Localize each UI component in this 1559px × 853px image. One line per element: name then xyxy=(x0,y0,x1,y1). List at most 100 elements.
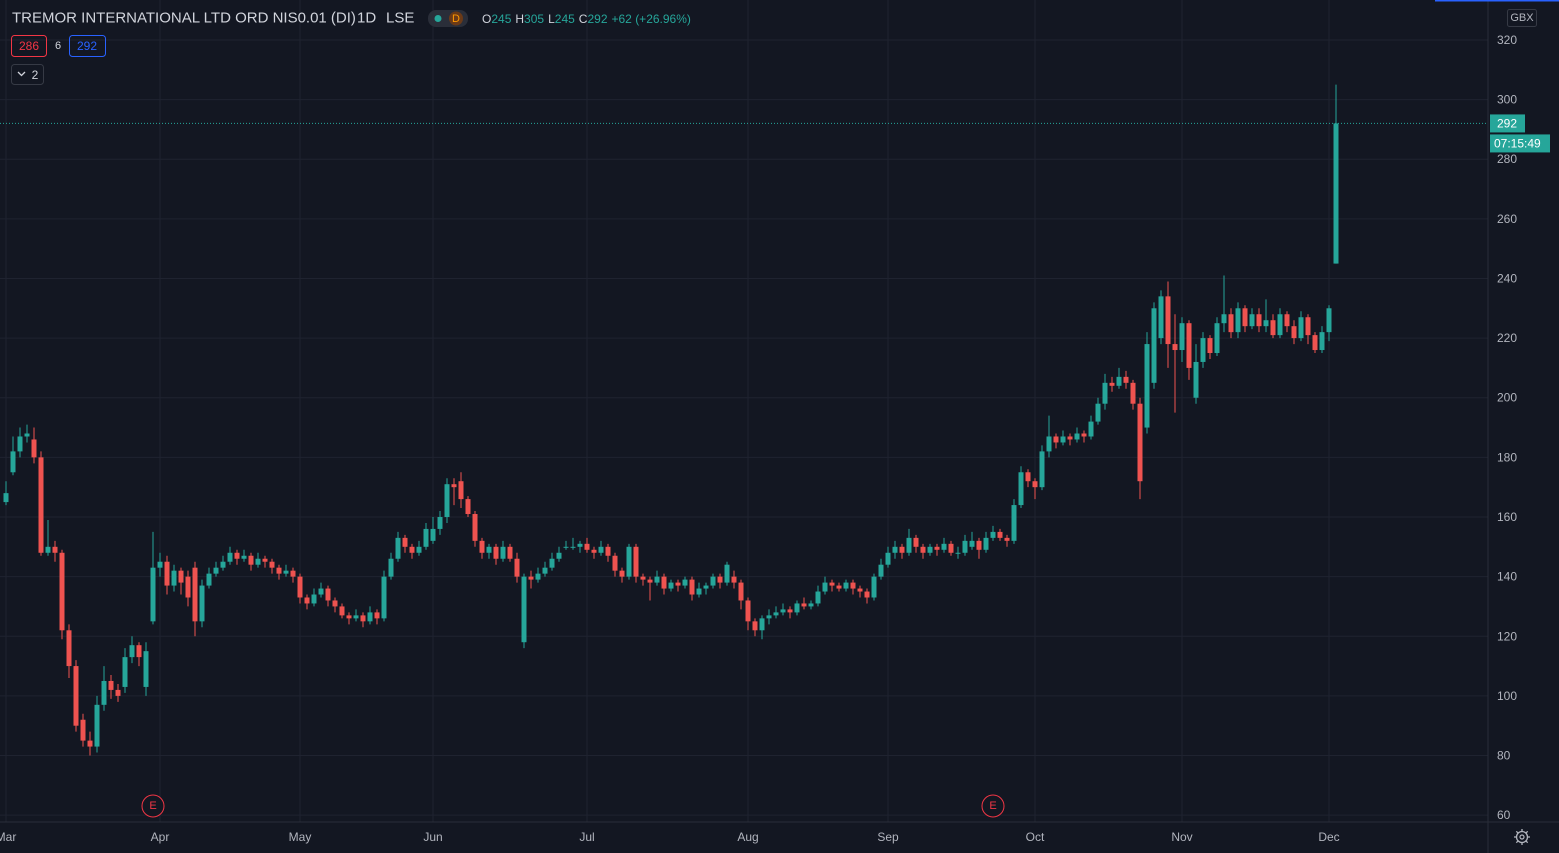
candle-body xyxy=(640,576,646,580)
candle-body xyxy=(976,540,982,550)
candle-body xyxy=(1144,344,1150,428)
x-tick-label: Sep xyxy=(877,830,899,844)
candle-body xyxy=(703,585,709,589)
candle-body xyxy=(346,615,352,619)
candle-body xyxy=(584,543,590,550)
candle-body xyxy=(689,579,695,595)
candle-body xyxy=(1312,335,1318,351)
candle-body xyxy=(73,666,79,726)
y-tick-label: 220 xyxy=(1497,331,1517,345)
exchange: LSE xyxy=(386,10,414,27)
candle-body xyxy=(1018,472,1024,506)
candle-body xyxy=(1102,382,1108,404)
candle-body xyxy=(1291,326,1297,339)
candle-body xyxy=(724,564,730,583)
gear-teeth xyxy=(1514,829,1530,845)
candle-body xyxy=(528,576,534,580)
candle-body xyxy=(1207,338,1213,354)
candle-body xyxy=(507,546,513,559)
candle-body xyxy=(822,582,828,592)
candle-body xyxy=(1004,537,1010,541)
candle-body xyxy=(472,514,478,541)
candle-body xyxy=(136,645,142,658)
candle-body xyxy=(283,570,289,574)
candle-body xyxy=(451,484,457,488)
candle-body xyxy=(1228,314,1234,333)
candle-body xyxy=(766,615,772,619)
bid: 286 xyxy=(19,39,39,53)
candle-body xyxy=(1109,382,1115,386)
candle-body xyxy=(80,719,86,741)
candle-body xyxy=(1165,296,1171,345)
indicators-toggle[interactable] xyxy=(11,64,44,85)
candle-body xyxy=(990,531,996,538)
candle-body xyxy=(934,546,940,550)
candle-body xyxy=(759,618,765,631)
candle-body xyxy=(1221,314,1227,324)
candle-body xyxy=(269,561,275,568)
candle-body xyxy=(339,606,345,616)
ask-box[interactable] xyxy=(69,35,106,57)
candle-body xyxy=(682,579,688,586)
candle-body xyxy=(374,612,380,619)
earnings-marker[interactable] xyxy=(981,794,1005,818)
candle-body xyxy=(87,740,93,747)
earnings-label: E xyxy=(149,800,156,812)
candle-body xyxy=(794,603,800,613)
candle-body xyxy=(654,576,660,583)
candle-body xyxy=(164,561,170,586)
x-tick-label: Oct xyxy=(1026,830,1045,844)
candle-body xyxy=(1284,314,1290,327)
ohlc-value: 245 xyxy=(555,12,575,26)
ohlc-value: 292 xyxy=(587,12,607,26)
ohlc-value: 305 xyxy=(524,12,544,26)
candle-body xyxy=(661,576,667,589)
candle-body xyxy=(892,546,898,553)
candle-body xyxy=(143,651,149,687)
delay-badge xyxy=(449,11,463,26)
candle-body xyxy=(885,552,891,565)
candle-body xyxy=(577,543,583,547)
candle-body xyxy=(591,549,597,553)
y-tick-label: 80 xyxy=(1497,749,1511,763)
candle-body xyxy=(1235,308,1241,333)
candle-body xyxy=(1172,344,1178,351)
market-status-dot xyxy=(434,15,442,22)
candle-body xyxy=(1039,451,1045,488)
candle-body xyxy=(38,457,44,553)
countdown: 07:15:49 xyxy=(1494,136,1541,150)
candle-body xyxy=(220,561,226,568)
interval[interactable]: 1D xyxy=(357,10,376,27)
candle-body xyxy=(129,645,135,658)
candle-body xyxy=(1095,403,1101,422)
candle-body xyxy=(927,546,933,553)
candle-body xyxy=(1242,308,1248,327)
candle-body xyxy=(213,567,219,574)
candle-body xyxy=(829,582,835,586)
candle-body xyxy=(857,588,863,592)
x-tick-label: Jun xyxy=(423,830,442,844)
ohlc-key: H xyxy=(515,12,524,26)
x-tick-label: May xyxy=(289,830,312,844)
candle-body xyxy=(1116,376,1122,386)
candle-body xyxy=(1256,314,1262,327)
candle-body xyxy=(94,704,100,747)
symbol-title[interactable]: TREMOR INTERNATIONAL LTD ORD NIS0.01 (DI… xyxy=(12,10,356,27)
candle-body xyxy=(402,537,408,547)
candle-body xyxy=(556,552,562,559)
candle-body xyxy=(262,558,268,562)
candle-body xyxy=(1060,436,1066,443)
settings-icon[interactable] xyxy=(1514,829,1530,845)
bid-box[interactable] xyxy=(11,35,47,57)
candle-body xyxy=(122,657,128,687)
earnings-marker[interactable] xyxy=(141,794,165,818)
countdown-tag xyxy=(1490,134,1550,153)
candle-body xyxy=(626,546,632,577)
candle-body xyxy=(108,680,114,690)
candle-body xyxy=(843,582,849,589)
candle-body xyxy=(115,689,121,696)
y-tick-label: 60 xyxy=(1497,808,1511,822)
candle-body xyxy=(808,603,814,607)
currency-box[interactable] xyxy=(1507,9,1537,27)
